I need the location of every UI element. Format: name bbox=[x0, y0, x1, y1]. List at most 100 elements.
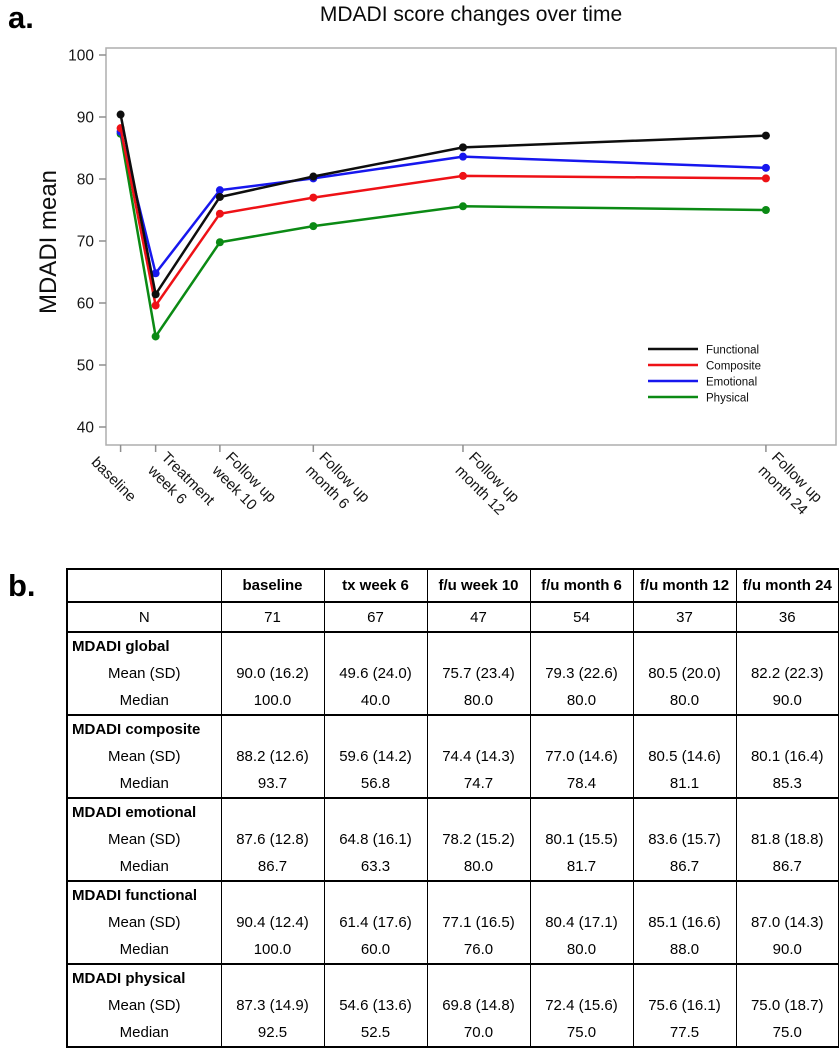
section-median-row: Median 100.0 60.0 76.0 80.0 88.0 90.0 bbox=[66, 936, 839, 965]
x-tick-label: baseline bbox=[88, 454, 140, 506]
row-label-mean: Mean (SD) bbox=[66, 825, 222, 853]
table-cell: 81.8 (18.8) bbox=[735, 825, 839, 853]
data-point-emotional bbox=[458, 152, 467, 161]
table-cell: 52.5 bbox=[323, 1019, 428, 1047]
table-cell: 80.4 (17.1) bbox=[529, 908, 634, 936]
section-title: MDADI global bbox=[66, 632, 222, 659]
row-label-mean: Mean (SD) bbox=[66, 991, 222, 1019]
table-cell-empty bbox=[735, 964, 839, 991]
table-cell-empty bbox=[735, 632, 839, 659]
data-point-composite bbox=[761, 174, 770, 183]
table-cell: 54 bbox=[529, 602, 634, 633]
data-point-composite bbox=[309, 193, 318, 202]
data-point-physical bbox=[215, 238, 224, 247]
table-cell-empty bbox=[220, 715, 325, 742]
table-cell-empty bbox=[220, 632, 325, 659]
x-tick-label: Follow upmonth 24 bbox=[755, 449, 826, 520]
section-title: MDADI composite bbox=[66, 715, 222, 742]
column-header: f/u week 10 bbox=[426, 569, 531, 603]
table-cell: 86.7 bbox=[220, 853, 325, 882]
table-cell: 75.0 (18.7) bbox=[735, 991, 839, 1019]
table-cell: 80.1 (16.4) bbox=[735, 742, 839, 770]
data-point-composite bbox=[215, 209, 224, 218]
table-cell: 85.3 bbox=[735, 770, 839, 799]
data-point-functional bbox=[309, 172, 318, 181]
table-cell-empty bbox=[735, 715, 839, 742]
section-title: MDADI emotional bbox=[66, 798, 222, 825]
table-cell: 59.6 (14.2) bbox=[323, 742, 428, 770]
table-cell: 100.0 bbox=[220, 936, 325, 965]
section-title-row: MDADI functional bbox=[66, 881, 839, 908]
line-composite bbox=[119, 127, 766, 309]
data-point-functional bbox=[761, 131, 770, 140]
section-title-row: MDADI composite bbox=[66, 715, 839, 742]
table-cell-empty bbox=[632, 715, 737, 742]
table-cell: 56.8 bbox=[323, 770, 428, 799]
column-header: tx week 6 bbox=[323, 569, 428, 603]
legend-label-composite: Composite bbox=[706, 361, 761, 373]
table-cell-empty bbox=[220, 798, 325, 825]
table-cell: 64.8 (16.1) bbox=[323, 825, 428, 853]
data-point-physical bbox=[151, 332, 160, 341]
data-point-emotional bbox=[215, 186, 224, 195]
data-point-composite bbox=[458, 171, 467, 180]
table-cell: 75.6 (16.1) bbox=[632, 991, 737, 1019]
panel-a-label: a. bbox=[8, 0, 34, 35]
y-tick-label: 60 bbox=[77, 296, 95, 313]
table-cell: 61.4 (17.6) bbox=[323, 908, 428, 936]
table-cell: 67 bbox=[323, 602, 428, 633]
section-mean-row: Mean (SD) 90.4 (12.4) 61.4 (17.6) 77.1 (16.… bbox=[66, 908, 839, 936]
row-label-median: Median bbox=[66, 936, 222, 965]
row-label-mean: Mean (SD) bbox=[66, 659, 222, 687]
table-cell: 80.0 bbox=[426, 853, 531, 882]
section-title-row: MDADI physical bbox=[66, 964, 839, 991]
line-physical bbox=[119, 133, 766, 340]
table-cell-empty bbox=[220, 881, 325, 908]
table-cell-empty bbox=[529, 798, 634, 825]
table-cell: 69.8 (14.8) bbox=[426, 991, 531, 1019]
table-cell: 77.5 bbox=[632, 1019, 737, 1047]
section-title-row: MDADI emotional bbox=[66, 798, 839, 825]
data-point-physical bbox=[309, 222, 318, 231]
table-cell: 74.7 bbox=[426, 770, 531, 799]
section-mean-row: Mean (SD) 87.6 (12.8) 64.8 (16.1) 78.2 (15.… bbox=[66, 825, 839, 853]
x-tick-label: Follow upmonth 6 bbox=[302, 449, 373, 520]
column-header: baseline bbox=[220, 569, 325, 603]
table-cell: 71 bbox=[220, 602, 325, 633]
row-label-median: Median bbox=[66, 770, 222, 799]
legend-label-functional: Functional bbox=[706, 345, 759, 357]
table-cell: 87.3 (14.9) bbox=[220, 991, 325, 1019]
section-mean-row: Mean (SD) 90.0 (16.2) 49.6 (24.0) 75.7 (23.… bbox=[66, 659, 839, 687]
table-row-n: N 71 67 47 54 37 36 bbox=[66, 602, 839, 633]
table-cell: 90.4 (12.4) bbox=[220, 908, 325, 936]
data-point-functional bbox=[458, 143, 467, 152]
table-cell-empty bbox=[735, 881, 839, 908]
table-cell: 80.0 bbox=[529, 687, 634, 716]
table-cell: 80.5 (20.0) bbox=[632, 659, 737, 687]
column-header: f/u month 12 bbox=[632, 569, 737, 603]
y-tick-label: 50 bbox=[77, 358, 95, 375]
table-cell: 54.6 (13.6) bbox=[323, 991, 428, 1019]
table-cell-empty bbox=[632, 881, 737, 908]
table-cell: 63.3 bbox=[323, 853, 428, 882]
table-cell-empty bbox=[323, 715, 428, 742]
table-cell: 80.0 bbox=[426, 687, 531, 716]
table-cell: 88.0 bbox=[632, 936, 737, 965]
table-cell-empty bbox=[323, 632, 428, 659]
table-cell: 77.1 (16.5) bbox=[426, 908, 531, 936]
table-cell-empty bbox=[632, 964, 737, 991]
row-label-median: Median bbox=[66, 853, 222, 882]
section-title: MDADI physical bbox=[66, 964, 222, 991]
table-cell: 81.1 bbox=[632, 770, 737, 799]
table-cell: 87.0 (14.3) bbox=[735, 908, 839, 936]
table-cell: 83.6 (15.7) bbox=[632, 825, 737, 853]
x-tick-label: Follow upmonth 12 bbox=[452, 449, 523, 520]
table-cell: 37 bbox=[632, 602, 737, 633]
data-point-functional bbox=[215, 192, 224, 201]
data-point-physical bbox=[458, 202, 467, 211]
table-cell: 75.0 bbox=[529, 1019, 634, 1047]
table-cell-empty bbox=[323, 798, 428, 825]
table-cell: 81.7 bbox=[529, 853, 634, 882]
